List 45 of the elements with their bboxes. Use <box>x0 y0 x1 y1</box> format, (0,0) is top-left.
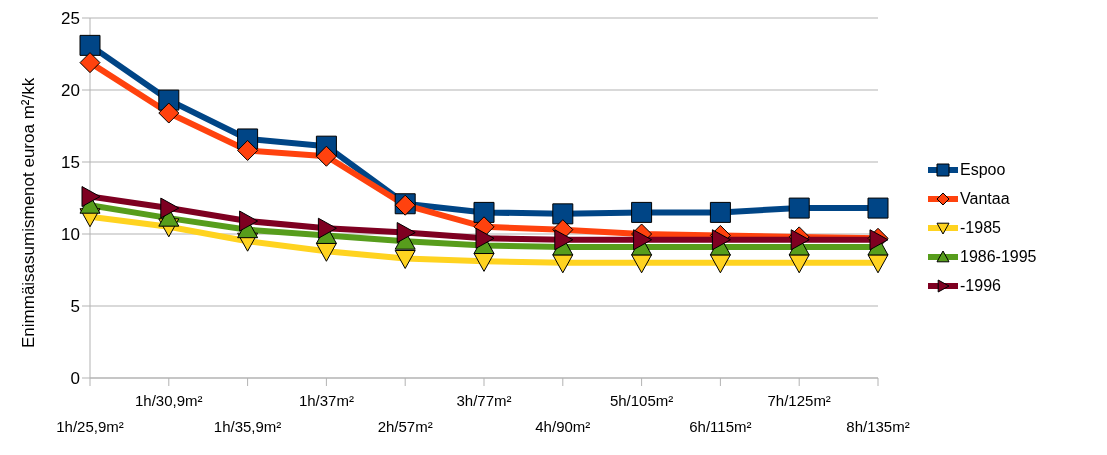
point <box>160 197 180 219</box>
point <box>554 229 574 251</box>
point <box>867 197 889 219</box>
point <box>237 139 259 161</box>
x-tick-label: 7h/125m² <box>767 392 831 409</box>
point <box>317 217 337 239</box>
point <box>79 52 101 74</box>
x-tick-label: 5h/105m² <box>609 392 674 409</box>
point <box>396 222 416 244</box>
y-tick-label: 0 <box>70 369 80 389</box>
x-tick-label: 1h/37m² <box>298 392 354 409</box>
point <box>315 242 337 262</box>
legend-label: -1985 <box>960 219 1001 237</box>
x-tick-label: 8h/135m² <box>846 418 910 435</box>
point <box>473 252 495 272</box>
x-tick-label: 2h/57m² <box>377 418 433 435</box>
x-tick-label: 1h/35,9m² <box>213 418 282 435</box>
point <box>239 210 259 232</box>
legend-label: Espoo <box>960 161 1006 179</box>
y-tick-label: 25 <box>61 9 80 29</box>
x-tick-label: 6h/115m² <box>689 418 752 435</box>
point <box>394 249 416 269</box>
point <box>552 203 574 225</box>
legend-label: 1986-1995 <box>960 248 1037 266</box>
y-tick-label: 20 <box>61 81 80 101</box>
point <box>475 227 495 249</box>
y-tick-label: 5 <box>70 297 80 317</box>
y-axis-title: Enimmäisasumismenot euroa m²/kk <box>19 77 39 348</box>
x-tick-label: 1h/30,9m² <box>135 392 203 409</box>
point <box>711 229 731 251</box>
legend-label: -1996 <box>960 277 1001 295</box>
y-tick-label: 15 <box>61 153 80 173</box>
point <box>81 186 101 208</box>
point <box>315 145 337 167</box>
point <box>79 34 101 56</box>
y-tick-label: 10 <box>61 225 80 245</box>
x-tick-label: 3h/77m² <box>456 392 512 409</box>
point <box>709 201 731 223</box>
point <box>158 102 180 124</box>
point <box>633 229 653 251</box>
x-tick-label: 1h/25,9m² <box>56 418 124 435</box>
legend-label: Vantaa <box>960 190 1010 208</box>
x-tick-label: 4h/90m² <box>535 418 591 435</box>
point <box>788 197 810 219</box>
point <box>631 201 653 223</box>
